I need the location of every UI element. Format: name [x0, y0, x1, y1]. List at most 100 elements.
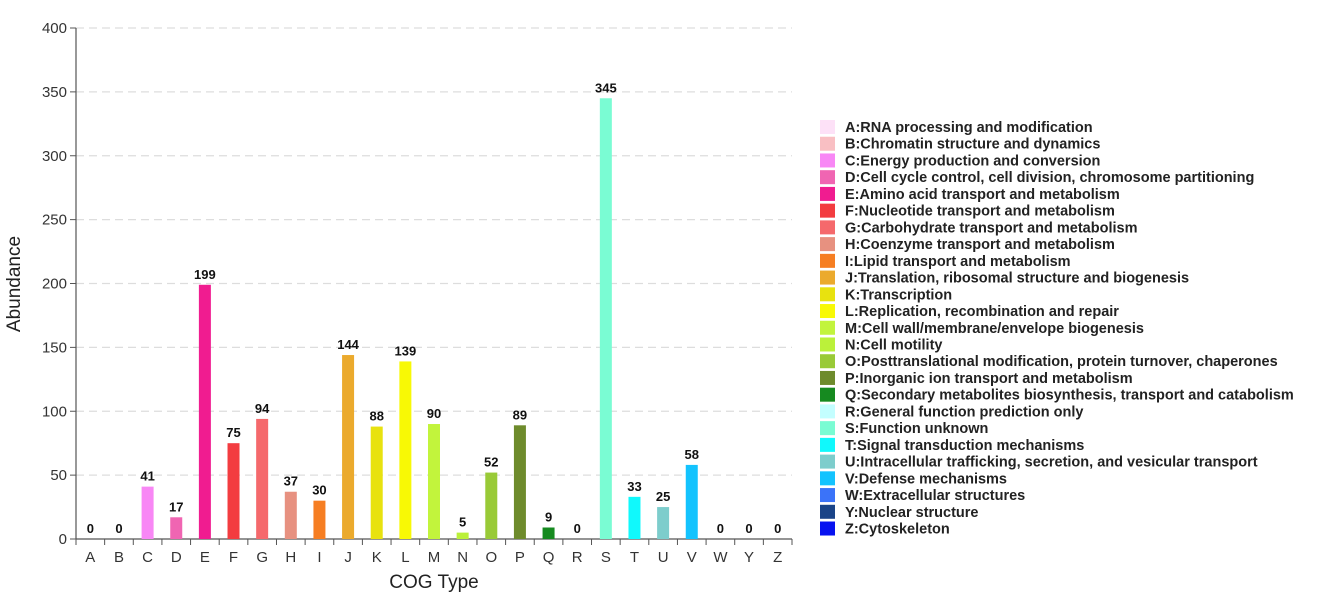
bar-h	[284, 491, 297, 539]
x-tick-label-i: I	[317, 549, 321, 566]
data-label-c: 41	[140, 469, 154, 484]
legend-swatch-o	[820, 354, 835, 369]
bar-i	[313, 500, 326, 539]
data-label-v: 58	[685, 447, 699, 462]
x-axis-title: COG Type	[389, 572, 478, 593]
legend-swatch-j	[820, 270, 835, 285]
legend-swatch-l	[820, 304, 835, 319]
legend-label-h: H:Coenzyme transport and metabolism	[845, 237, 1115, 253]
data-label-w: 0	[717, 521, 724, 536]
x-tick-label-b: B	[114, 549, 124, 566]
y-tick-label: 100	[42, 403, 67, 420]
x-tick-label-l: L	[401, 549, 409, 566]
legend-swatch-p	[820, 370, 835, 385]
data-label-y: 0	[745, 521, 752, 536]
x-tick-label-n: N	[457, 549, 468, 566]
data-label-j: 144	[337, 337, 359, 352]
y-tick-label: 50	[50, 467, 67, 484]
data-label-f: 75	[226, 425, 240, 440]
legend-label-l: L:Replication, recombination and repair	[845, 304, 1119, 320]
x-tick-label-v: V	[687, 549, 697, 566]
x-tick-label-m: M	[428, 549, 441, 566]
legend-swatch-e	[820, 186, 835, 201]
bar-e	[198, 284, 211, 539]
legend-swatch-m	[820, 320, 835, 335]
bar-m	[428, 424, 440, 539]
legend-label-g: G:Carbohydrate transport and metabolism	[845, 220, 1137, 236]
y-tick-label: 0	[59, 531, 67, 548]
bar-g	[256, 418, 269, 539]
data-label-s: 345	[595, 80, 617, 95]
legend-swatch-h	[820, 237, 835, 252]
legend-label-f: F:Nucleotide transport and metabolism	[845, 204, 1115, 220]
legend-swatch-r	[820, 404, 835, 419]
y-tick-label: 300	[42, 148, 67, 165]
y-tick-label: 350	[42, 84, 67, 101]
bar-l	[399, 361, 412, 539]
bar-s	[599, 98, 612, 539]
legend-label-u: U:Intracellular trafficking, secretion, …	[845, 455, 1258, 471]
x-tick-label-f: F	[229, 549, 238, 566]
legend-label-e: E:Amino acid transport and metabolism	[845, 187, 1120, 203]
legend-swatch-f	[820, 203, 835, 218]
data-label-e: 199	[194, 267, 216, 282]
data-label-p: 89	[513, 407, 527, 422]
legend-swatch-d	[820, 170, 835, 185]
data-label-b: 0	[115, 521, 122, 536]
bar-c	[141, 486, 154, 539]
x-tick-label-g: G	[256, 549, 268, 566]
legend-label-a: A:RNA processing and modification	[845, 120, 1093, 136]
legend-label-i: I:Lipid transport and metabolism	[845, 254, 1071, 270]
data-label-k: 88	[369, 409, 383, 424]
data-label-d: 17	[169, 499, 183, 514]
x-tick-label-o: O	[485, 549, 497, 566]
x-tick-label-e: E	[200, 549, 210, 566]
bar-v	[685, 464, 698, 539]
x-tick-label-s: S	[601, 549, 611, 566]
x-tick-label-t: T	[630, 549, 639, 566]
legend-label-y: Y:Nuclear structure	[845, 505, 979, 521]
legend-label-c: C:Energy production and conversion	[845, 153, 1100, 169]
data-label-q: 9	[545, 510, 552, 525]
data-label-l: 139	[395, 343, 417, 358]
bars	[141, 98, 698, 539]
data-label-u: 25	[656, 489, 670, 504]
data-label-z: 0	[774, 521, 781, 536]
legend-swatch-y	[820, 504, 835, 519]
x-tick-label-y: Y	[744, 549, 754, 566]
legend-label-o: O:Posttranslational modification, protei…	[845, 354, 1278, 370]
data-label-g: 94	[255, 401, 270, 416]
legend-swatch-v	[820, 471, 835, 486]
legend-swatch-t	[820, 437, 835, 452]
y-tick-label: 150	[42, 339, 67, 356]
legend-swatch-g	[820, 220, 835, 235]
data-label-m: 90	[427, 406, 441, 421]
x-tick-label-h: H	[285, 549, 296, 566]
legend-swatch-i	[820, 253, 835, 268]
bar-t	[628, 496, 641, 539]
y-tick-label: 250	[42, 212, 67, 229]
legend-swatch-q	[820, 387, 835, 402]
legend-swatch-n	[820, 337, 835, 352]
data-label-t: 33	[627, 479, 641, 494]
legend-label-b: B:Chromatin structure and dynamics	[845, 137, 1100, 153]
legend-swatch-a	[820, 120, 835, 134]
legend-label-z: Z:Cytoskeleton	[845, 522, 950, 538]
data-label-i: 30	[312, 483, 326, 498]
legend-label-w: W:Extracellular structures	[845, 488, 1025, 504]
x-tick-label-w: W	[713, 549, 728, 566]
x-tick-label-u: U	[658, 549, 669, 566]
bar-d	[170, 517, 183, 539]
x-tick-label-a: A	[85, 549, 95, 566]
legend-label-s: S:Function unknown	[845, 421, 988, 437]
x-tick-label-r: R	[572, 549, 583, 566]
data-labels: 0 041171997594373014488139905528990345332…	[87, 80, 782, 536]
legend-swatch-s	[820, 421, 835, 436]
data-label-a: 0	[87, 521, 94, 536]
grid-lines	[76, 27, 792, 476]
y-tick-labels: 0 50 100 150 200 250 300 350 400	[42, 20, 67, 548]
legend-label-j: J:Translation, ribosomal structure and b…	[845, 271, 1189, 287]
bar-p	[513, 425, 526, 539]
